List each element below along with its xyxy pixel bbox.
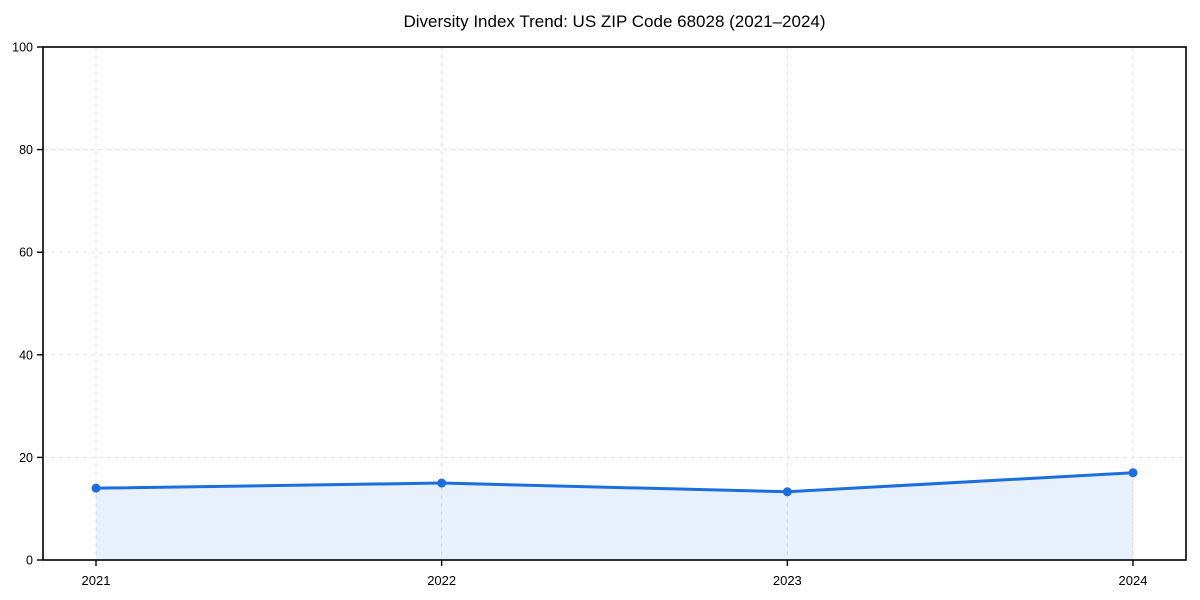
y-tick-label: 40 — [19, 348, 33, 362]
area-fill — [96, 472, 1133, 560]
x-tick-label: 2024 — [1119, 573, 1148, 588]
x-tick-label: 2023 — [773, 573, 802, 588]
data-point-2024 — [1128, 468, 1138, 478]
x-tick-label: 2022 — [427, 573, 456, 588]
y-tick-label: 60 — [19, 246, 33, 260]
y-tick-label: 0 — [26, 554, 33, 568]
x-tick-label: 2021 — [82, 573, 111, 588]
trend-line — [94, 471, 1135, 494]
y-tick-label: 80 — [19, 143, 33, 157]
plot-border — [42, 46, 1187, 561]
y-tick-label: 20 — [19, 451, 33, 465]
y-tick-label: 100 — [12, 41, 33, 55]
chart-title: Diversity Index Trend: US ZIP Code 68028… — [403, 12, 826, 31]
data-point-2021 — [91, 483, 101, 493]
data-point-2022 — [437, 478, 447, 488]
data-point-2023 — [782, 487, 792, 497]
